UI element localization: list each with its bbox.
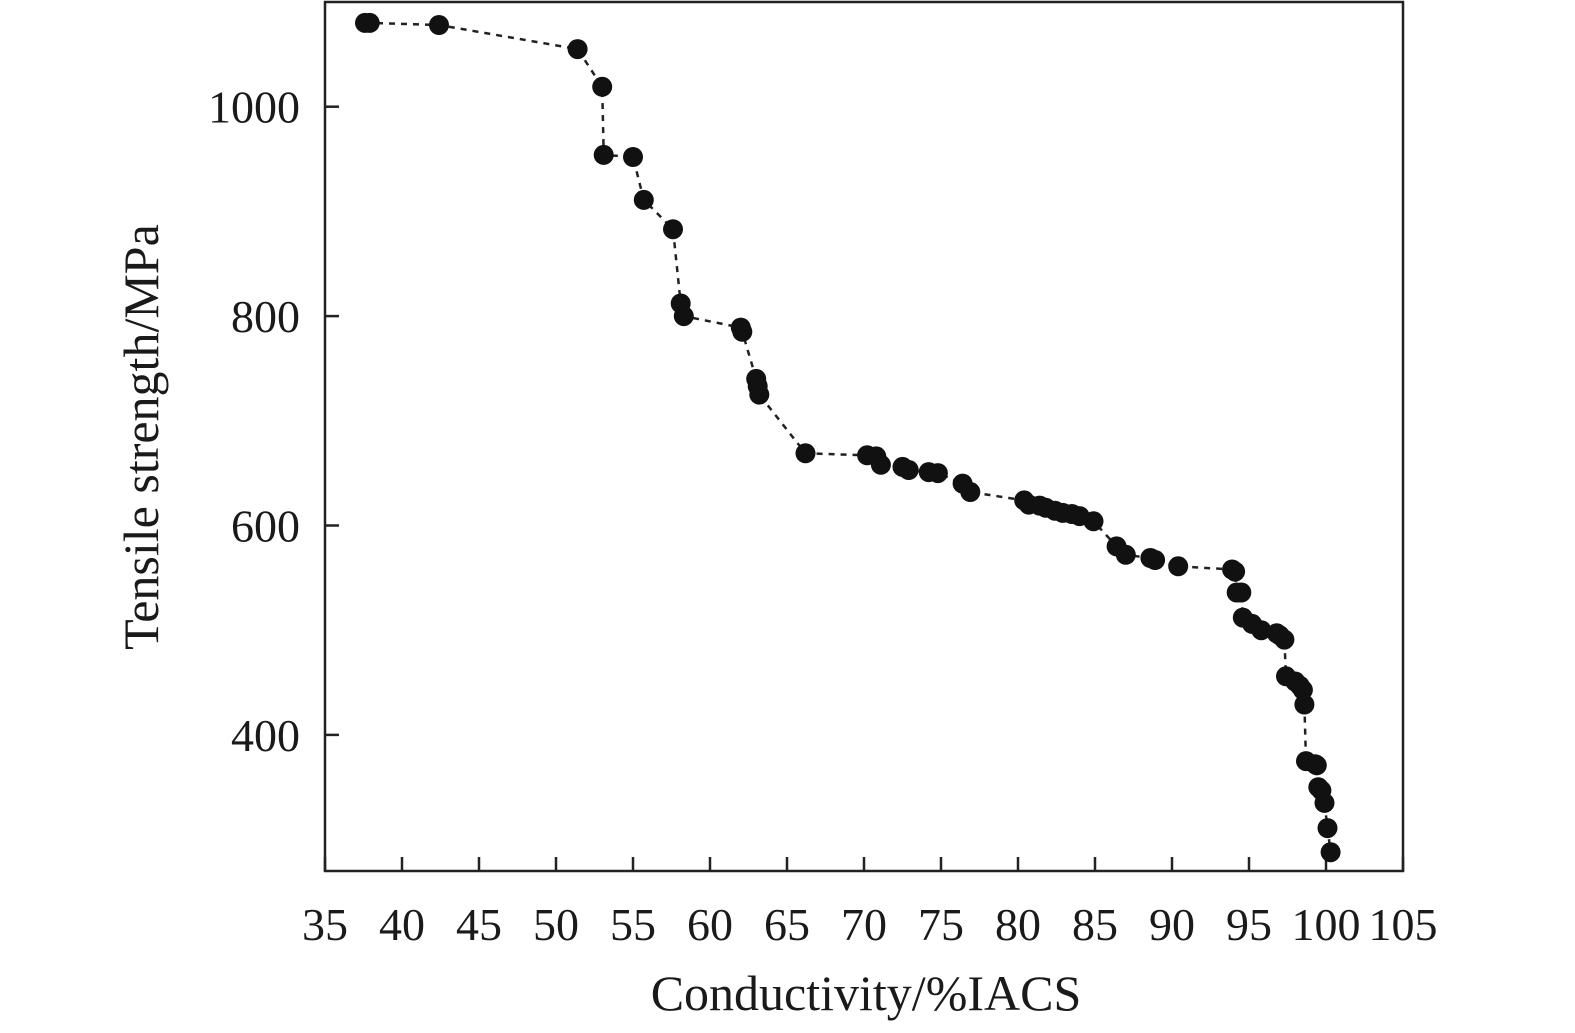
y-tick-label: 1000 [208,82,300,133]
x-tick-label: 85 [1072,899,1118,950]
data-point [1231,582,1252,603]
data-point [1251,620,1272,641]
data-point [732,321,753,342]
data-point [749,384,770,405]
data-point [795,443,816,464]
x-tick-label: 45 [456,899,502,950]
data-point [1083,511,1104,532]
y-tick-label: 800 [231,291,300,342]
data-point [1306,755,1327,776]
x-tick-label: 40 [379,899,425,950]
y-tick-label: 400 [231,710,300,761]
data-point [429,15,449,35]
data-point [1320,842,1341,863]
x-tick-label: 90 [1149,899,1195,950]
data-point [663,219,683,240]
data-point [1274,629,1295,650]
data-point [1145,550,1166,570]
x-axis-title: Conductivity/%IACS [651,965,1082,1021]
data-point [1317,818,1338,839]
tick-labels: 35 40 45 50 55 60 65 70 75 80 85 90 95 100 105 400 600 80… [208,82,1438,950]
x-tick-label: 105 [1369,899,1438,950]
data-point [623,147,643,167]
data-point [359,12,380,33]
x-tick-label: 65 [764,899,810,950]
data-point [1225,561,1246,582]
x-tick-label: 75 [918,899,964,950]
series-line [365,21,1332,853]
x-tick-label: 55 [610,899,656,950]
x-tick-label: 70 [841,899,887,950]
x-tick-label: 100 [1292,899,1361,950]
data-point [1115,544,1136,565]
data-point [673,306,694,327]
data-points [355,12,1341,863]
y-axis-title: Tensile strength/MPa [113,224,169,650]
data-point [567,39,588,60]
data-point [633,189,654,210]
data-point [898,460,919,480]
axis-ticks [323,105,1405,871]
x-tick-label: 50 [533,899,579,950]
data-point [927,463,948,484]
x-tick-label: 35 [302,899,348,950]
x-tick-label: 60 [687,899,733,950]
data-point [1168,556,1189,577]
data-point [1292,679,1313,700]
data-point [1294,694,1315,715]
data-point [960,482,981,502]
data-point [592,76,613,97]
y-tick-label: 600 [231,500,300,551]
data-point [593,144,614,165]
plot-frame [323,0,1405,873]
data-point [1314,792,1335,813]
x-tick-label: 95 [1226,899,1272,950]
x-tick-label: 80 [995,899,1041,950]
data-point [870,454,891,475]
